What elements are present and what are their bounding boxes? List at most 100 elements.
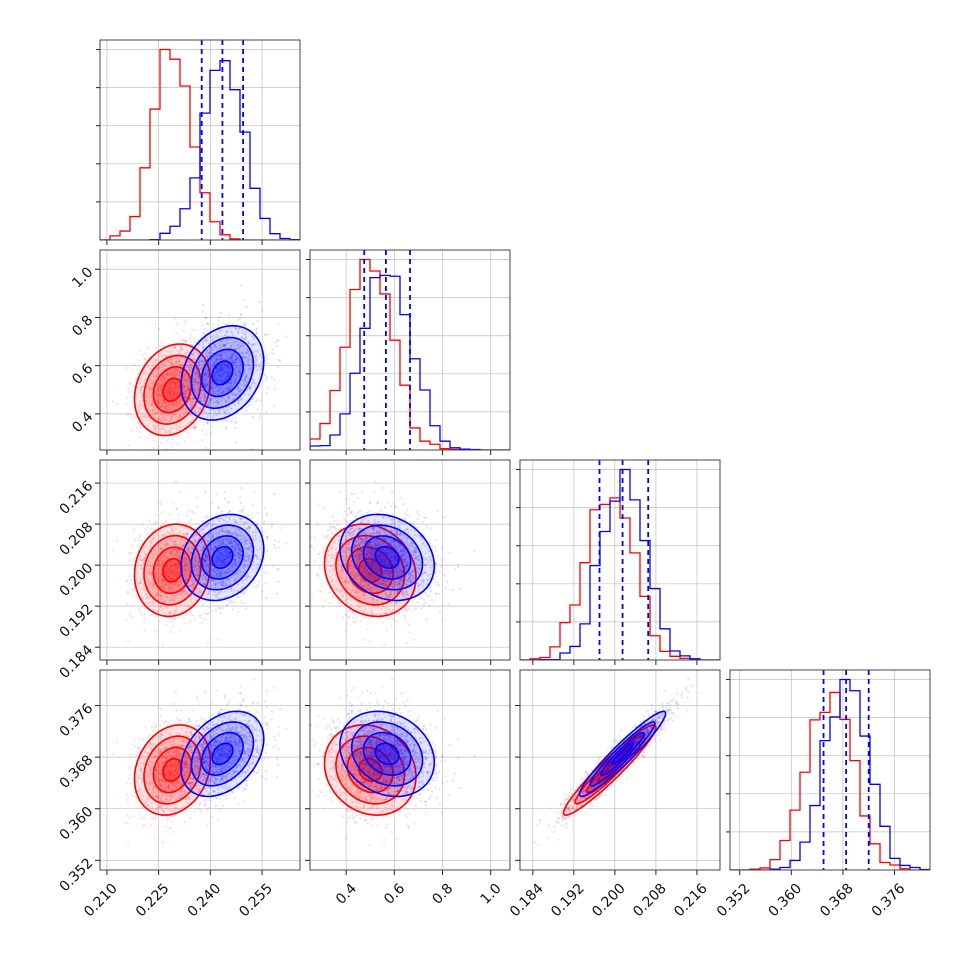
scatter-point — [139, 389, 142, 392]
scatter-point — [158, 418, 161, 422]
scatter-point — [230, 382, 233, 385]
scatter-point — [250, 360, 253, 363]
scatter-point — [174, 383, 177, 386]
scatter-point — [229, 367, 232, 370]
scatter-point — [159, 382, 162, 386]
scatter-point — [164, 360, 167, 363]
scatter-point — [212, 323, 215, 326]
scatter-point — [161, 402, 164, 406]
scatter-point — [144, 359, 147, 362]
scatter-point — [191, 397, 194, 400]
scatter-point — [260, 530, 264, 534]
scatter-point — [199, 400, 202, 403]
scatter-point — [177, 373, 180, 376]
scatter-point — [156, 388, 160, 391]
scatter-point — [205, 386, 208, 390]
scatter-point — [153, 630, 156, 633]
scatter-point — [199, 397, 202, 401]
scatter-point — [178, 403, 181, 406]
scatter-point — [279, 359, 282, 362]
scatter-point — [152, 408, 155, 412]
scatter-point — [160, 404, 163, 407]
scatter-point — [215, 347, 218, 350]
scatter-point — [179, 346, 182, 349]
scatter-point — [210, 424, 214, 428]
scatter-point — [191, 397, 194, 400]
scatter-point — [148, 519, 151, 522]
scatter-point — [171, 405, 174, 408]
scatter-point — [166, 388, 169, 391]
scatter-point — [164, 418, 167, 421]
scatter-point — [156, 368, 159, 371]
scatter-point — [196, 380, 199, 383]
scatter-point — [209, 638, 212, 641]
scatter-point — [163, 362, 166, 366]
scatter-point — [165, 391, 168, 394]
scatter-point — [176, 373, 179, 376]
scatter-point — [168, 402, 171, 405]
scatter-point — [223, 372, 226, 375]
scatter-point — [209, 368, 212, 371]
scatter-point — [182, 391, 185, 394]
scatter-point — [244, 351, 247, 354]
scatter-point — [215, 355, 218, 358]
scatter-point — [183, 374, 186, 378]
scatter-point — [137, 539, 140, 542]
scatter-point — [129, 579, 133, 582]
scatter-point — [169, 383, 172, 386]
scatter-point — [205, 339, 208, 342]
scatter-point — [258, 300, 261, 304]
scatter-point — [150, 381, 153, 384]
tick-label-y: 0.6 — [69, 361, 96, 388]
scatter-point — [168, 396, 171, 399]
scatter-point — [153, 429, 156, 432]
scatter-point — [174, 392, 177, 395]
scatter-point — [177, 401, 180, 404]
scatter-point — [196, 496, 199, 499]
scatter-point — [159, 369, 162, 372]
scatter-point — [144, 357, 147, 361]
scatter-point — [202, 411, 205, 414]
scatter-point — [163, 379, 166, 382]
scatter-point — [159, 383, 163, 386]
scatter-point — [212, 390, 215, 393]
scatter-point — [175, 386, 178, 389]
scatter-point — [190, 518, 193, 522]
scatter-point — [196, 352, 199, 355]
scatter-point — [170, 371, 173, 374]
scatter-point — [164, 405, 167, 408]
scatter-point — [176, 380, 179, 383]
scatter-point — [221, 420, 224, 423]
scatter-point — [237, 370, 241, 373]
scatter-point — [155, 615, 158, 619]
scatter-point — [186, 391, 189, 394]
scatter-point — [193, 340, 196, 343]
scatter-point — [186, 386, 189, 389]
scatter-point — [224, 344, 227, 347]
scatter-point — [234, 416, 238, 419]
scatter-point — [203, 378, 206, 381]
scatter-point — [232, 374, 235, 377]
scatter-point — [243, 298, 246, 302]
scatter-point — [220, 391, 223, 395]
scatter-point — [137, 422, 140, 426]
scatter-point — [239, 486, 242, 489]
scatter-point — [243, 379, 246, 382]
scatter-point — [252, 323, 255, 326]
scatter-point — [186, 364, 189, 367]
scatter-point — [191, 510, 194, 513]
scatter-point — [214, 609, 217, 612]
scatter-point — [182, 407, 185, 410]
scatter-point — [154, 416, 157, 419]
scatter-point — [206, 337, 209, 340]
scatter-point — [195, 381, 198, 384]
scatter-point — [160, 341, 163, 344]
scatter-point — [183, 386, 186, 389]
scatter-point — [174, 403, 177, 406]
scatter-point — [169, 389, 172, 392]
scatter-point — [153, 375, 156, 378]
scatter-point — [191, 328, 194, 331]
scatter-point — [176, 425, 179, 428]
scatter-point — [175, 404, 178, 407]
scatter-point — [127, 444, 130, 447]
